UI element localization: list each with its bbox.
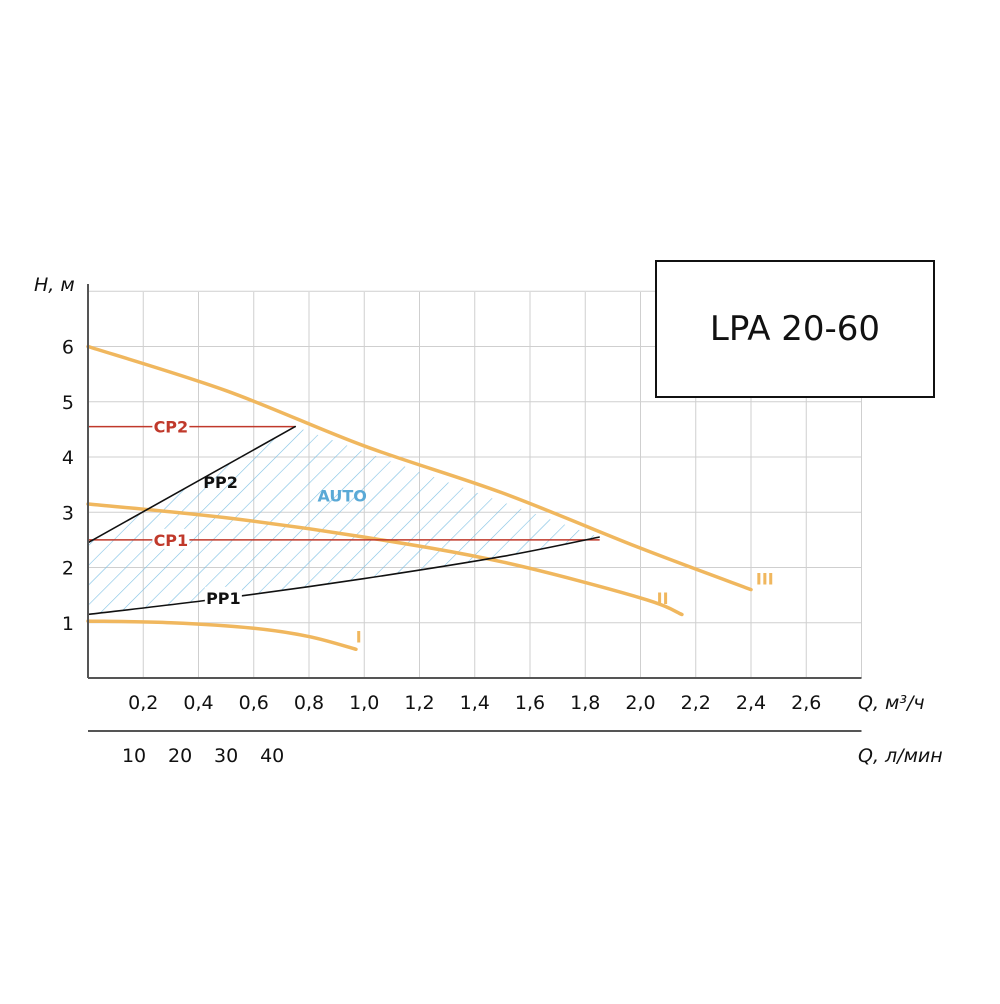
- x-tick-label: 2,4: [736, 692, 766, 714]
- y-tick-label: 2: [62, 558, 74, 580]
- axes: [87, 284, 862, 732]
- x-tick-label: 1,0: [349, 692, 379, 714]
- label-background: [204, 586, 242, 607]
- y-tick-label: 3: [62, 502, 74, 524]
- y-tick-label: 4: [62, 447, 74, 469]
- x-tick-label: 1,2: [404, 692, 434, 714]
- series-line-i: [86, 619, 358, 652]
- x-tick-label: 1,6: [515, 692, 545, 714]
- series-lines: [86, 344, 753, 652]
- x-tick-label: 0,2: [128, 692, 158, 714]
- series-label-cp1: CP1: [154, 531, 189, 550]
- y-tick-label: 1: [62, 613, 74, 635]
- x2-tick-label: 20: [168, 745, 192, 767]
- series-line-pp2: [87, 425, 296, 544]
- series-line-pp1: [87, 536, 600, 616]
- auto-region-fill: [88, 426, 600, 615]
- model-title-box: LPA 20-60: [655, 260, 935, 398]
- tick-labels: 1 2 3 4 5 6 0,2 0,4 0,6 0,8 1,0 1,2 1,4 1,6 1,8 2,0 2,2 2…: [34, 274, 943, 767]
- series-label-iii: III: [756, 570, 774, 589]
- auto-region: [88, 426, 600, 615]
- series-label-auto: AUTO: [317, 487, 366, 506]
- x2-axis-title: Q, л/мин: [858, 745, 943, 767]
- x-tick-label: 1,8: [570, 692, 600, 714]
- series-label-pp1: PP1: [206, 589, 241, 608]
- x-tick-label: 0,6: [239, 692, 269, 714]
- series-label-cp2: CP2: [154, 418, 189, 437]
- series-label-ii: II: [657, 589, 669, 608]
- label-background: [152, 528, 190, 549]
- series-label-i: I: [356, 628, 362, 647]
- y-tick-label: 6: [62, 337, 74, 359]
- x2-tick-label: 30: [214, 745, 238, 767]
- x-tick-label: 2,2: [681, 692, 711, 714]
- label-background: [152, 415, 190, 436]
- y-tick-label: 5: [62, 392, 74, 414]
- chart-title: LPA 20-60: [709, 309, 881, 349]
- x2-tick-label: 10: [122, 745, 146, 767]
- series-label-pp2: PP2: [203, 473, 238, 492]
- x-tick-label: 1,4: [460, 692, 490, 714]
- series-line-ii: [86, 502, 684, 617]
- x-tick-label: 0,4: [183, 692, 213, 714]
- x-axis-title: Q, м³/ч: [858, 692, 925, 714]
- x-tick-label: 2,0: [625, 692, 655, 714]
- x-tick-label: 0,8: [294, 692, 324, 714]
- y-axis-title: H, м: [34, 274, 75, 296]
- x-tick-label: 2,6: [791, 692, 821, 714]
- x2-tick-label: 40: [260, 745, 284, 767]
- series-line-iii: [86, 344, 753, 592]
